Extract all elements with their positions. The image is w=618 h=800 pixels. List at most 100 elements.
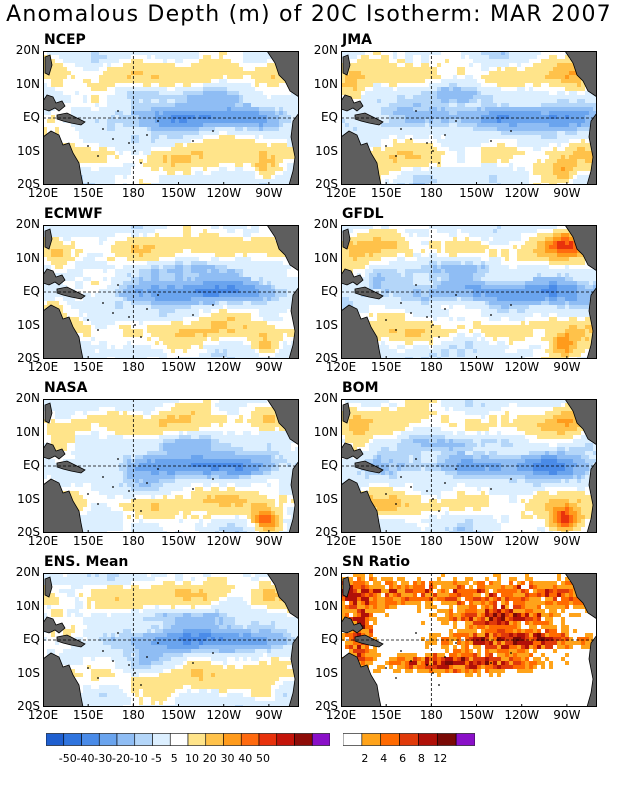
field-cell [393, 167, 397, 171]
field-cell [441, 151, 445, 155]
field-cell [389, 151, 393, 155]
field-cell [251, 151, 255, 155]
field-cell [231, 225, 235, 229]
field-cell [119, 55, 123, 59]
field-cell [421, 87, 425, 91]
field-cell [521, 83, 525, 87]
field-cell [429, 123, 433, 127]
field-cell [215, 321, 219, 325]
field-cell [433, 147, 437, 151]
field-cell [55, 127, 59, 131]
field-cell [191, 305, 195, 309]
field-cell [227, 249, 231, 253]
field-cell [231, 71, 235, 75]
field-cell [529, 119, 533, 123]
field-cell [167, 281, 171, 285]
field-cell [223, 103, 227, 107]
field-cell [453, 171, 457, 175]
field-cell [163, 83, 167, 87]
field-cell [235, 341, 239, 345]
field-cell [223, 249, 227, 253]
field-cell [75, 249, 79, 253]
field-cell [557, 103, 561, 107]
central-america-land [243, 51, 299, 98]
field-cell [239, 325, 243, 329]
field-cell [549, 171, 553, 175]
field-cell [393, 111, 397, 115]
field-cell [231, 83, 235, 87]
field-cell [203, 353, 207, 357]
field-cell [401, 95, 405, 99]
field-cell [51, 285, 55, 289]
field-cell [191, 241, 195, 245]
field-cell [111, 179, 115, 183]
field-cell [481, 151, 485, 155]
field-cell [211, 257, 215, 261]
field-cell [199, 265, 203, 269]
field-cell [441, 171, 445, 175]
field-cell [497, 123, 501, 127]
field-cell [219, 273, 223, 277]
field-cell [345, 111, 349, 115]
field-cell [243, 229, 247, 233]
field-cell [111, 301, 115, 305]
field-cell [155, 353, 159, 357]
field-cell [123, 285, 127, 289]
field-cell [111, 345, 115, 349]
field-cell [207, 123, 211, 127]
field-cell [123, 249, 127, 253]
field-cell [147, 261, 151, 265]
field-cell [239, 67, 243, 71]
field-cell [191, 103, 195, 107]
field-cell [151, 353, 155, 357]
field-cell [361, 135, 365, 139]
field-cell [239, 107, 243, 111]
field-cell [259, 127, 263, 131]
field-cell [365, 67, 369, 71]
field-cell [215, 131, 219, 135]
field-cell [513, 131, 517, 135]
field-cell [585, 95, 589, 99]
field-cell [231, 317, 235, 321]
field-cell [525, 103, 529, 107]
field-cell [365, 83, 369, 87]
field-cell [223, 95, 227, 99]
field-cell [175, 329, 179, 333]
field-cell [505, 147, 509, 151]
field-cell [369, 123, 373, 127]
field-cell [215, 107, 219, 111]
field-cell [151, 103, 155, 107]
field-cell [457, 143, 461, 147]
field-cell [199, 317, 203, 321]
field-cell [437, 87, 441, 91]
field-cell [71, 123, 75, 127]
field-cell [481, 131, 485, 135]
field-cell [99, 301, 103, 305]
field-cell [167, 273, 171, 277]
field-cell [573, 95, 577, 99]
field-cell [275, 79, 279, 83]
field-cell [413, 103, 417, 107]
field-cell [127, 99, 131, 103]
field-cell [279, 123, 283, 127]
field-cell [139, 301, 143, 305]
field-cell [91, 337, 95, 341]
field-cell [279, 103, 283, 107]
field-cell [195, 155, 199, 159]
field-cell [99, 297, 103, 301]
field-cell [235, 317, 239, 321]
field-cell [55, 67, 59, 71]
field-cell [211, 349, 215, 353]
field-cell [135, 63, 139, 67]
field-cell [127, 241, 131, 245]
field-cell [155, 261, 159, 265]
field-cell [171, 135, 175, 139]
field-cell [573, 155, 577, 159]
field-cell [107, 131, 111, 135]
field-cell [565, 179, 569, 183]
field-cell [279, 99, 283, 103]
field-cell [135, 249, 139, 253]
field-cell [207, 265, 211, 269]
field-cell [369, 131, 373, 135]
field-cell [211, 115, 215, 119]
